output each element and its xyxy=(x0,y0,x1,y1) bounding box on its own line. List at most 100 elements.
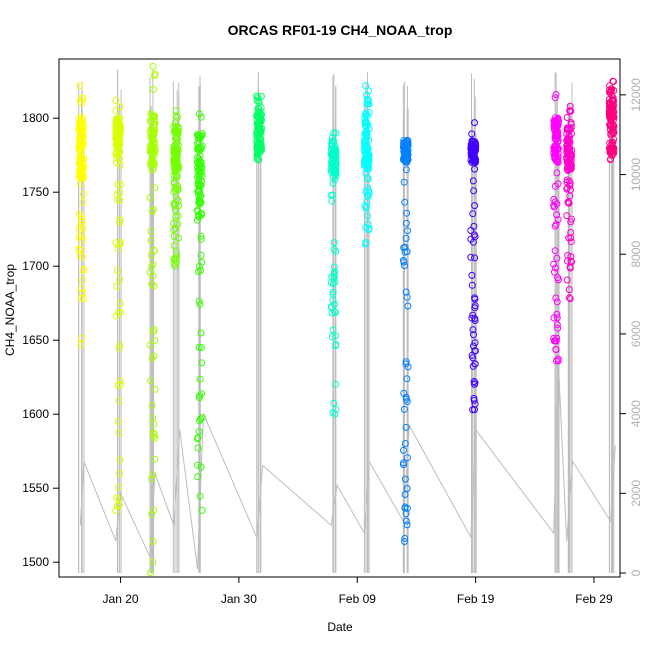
data-point xyxy=(197,329,205,337)
data-point xyxy=(149,62,157,70)
data-point xyxy=(198,172,206,180)
y-tick-label: 1500 xyxy=(22,555,49,569)
axes-layer: 1500 1550 1600 1650 1700 1750 1800 0 2000 4000 600… xyxy=(22,78,643,606)
data-point xyxy=(171,145,178,153)
data-point xyxy=(470,342,477,350)
data-point xyxy=(608,141,616,149)
data-point xyxy=(550,260,558,268)
data-point xyxy=(147,157,155,165)
data-point xyxy=(150,352,158,360)
data-point xyxy=(174,135,182,143)
data-point xyxy=(402,395,410,403)
data-point xyxy=(328,133,336,141)
data-point xyxy=(402,358,410,366)
data-point xyxy=(552,264,559,272)
data-point xyxy=(114,418,122,425)
data-point xyxy=(147,569,155,577)
data-point xyxy=(361,159,369,167)
data-point xyxy=(147,118,155,126)
data-point xyxy=(116,456,124,464)
data-point xyxy=(403,485,411,492)
data-point xyxy=(400,446,407,454)
data-point xyxy=(75,172,83,180)
data-point xyxy=(254,143,262,151)
data-point xyxy=(197,235,205,243)
data-point xyxy=(400,389,408,397)
data-point xyxy=(151,385,159,393)
data-point xyxy=(402,166,410,174)
data-point xyxy=(150,246,158,254)
data-point xyxy=(198,359,206,367)
data-point xyxy=(563,276,571,284)
data-point xyxy=(553,158,561,166)
data-point xyxy=(151,336,159,344)
data-point xyxy=(194,173,202,181)
data-point xyxy=(552,91,560,98)
data-point xyxy=(77,150,85,158)
data-point xyxy=(332,247,340,255)
data-point xyxy=(364,192,372,200)
data-point xyxy=(607,121,615,129)
data-point xyxy=(332,129,340,137)
data-point xyxy=(79,140,87,148)
data-point xyxy=(194,434,202,442)
data-point xyxy=(149,558,157,566)
data-point xyxy=(471,360,479,368)
plot-frame xyxy=(58,58,621,578)
data-point xyxy=(77,180,85,188)
data-point xyxy=(565,234,573,242)
data-point xyxy=(253,120,261,127)
data-point xyxy=(149,165,157,173)
data-point xyxy=(400,147,408,155)
data-point xyxy=(198,390,206,398)
data-point xyxy=(470,331,477,339)
y-tick-label: 1550 xyxy=(22,481,49,495)
data-point xyxy=(195,177,202,185)
data-point xyxy=(608,148,616,156)
data-point xyxy=(78,216,86,224)
y2-tick-label: 2000 xyxy=(629,480,643,507)
data-point xyxy=(365,226,373,234)
data-point xyxy=(115,133,123,141)
data-point xyxy=(113,267,121,275)
data-point xyxy=(147,377,154,385)
data-point xyxy=(196,492,204,500)
data-point xyxy=(112,107,120,115)
data-point xyxy=(113,150,120,158)
data-point xyxy=(197,113,205,121)
data-point xyxy=(76,246,84,254)
data-point xyxy=(196,192,204,200)
data-point xyxy=(608,92,616,99)
data-point xyxy=(401,504,409,512)
data-point xyxy=(564,167,572,174)
data-point xyxy=(78,94,86,102)
data-point xyxy=(79,224,87,232)
data-point xyxy=(79,267,87,275)
data-point xyxy=(116,299,124,307)
data-point xyxy=(148,148,155,156)
data-point xyxy=(469,177,477,185)
data-point xyxy=(197,232,205,240)
data-point xyxy=(403,293,411,301)
data-point xyxy=(75,210,83,218)
data-point xyxy=(469,362,477,370)
data-point xyxy=(194,144,202,152)
data-point xyxy=(553,169,561,177)
data-point xyxy=(195,110,203,118)
data-point xyxy=(329,326,337,334)
data-point xyxy=(567,161,575,169)
data-point xyxy=(364,212,371,220)
data-point xyxy=(554,180,562,188)
data-point xyxy=(149,260,157,268)
data-point xyxy=(116,103,124,111)
data-point xyxy=(172,123,180,130)
data-point xyxy=(194,461,201,469)
data-point xyxy=(170,260,178,268)
data-point xyxy=(470,231,478,239)
data-point xyxy=(399,256,407,264)
y-axis-label: CH4_NOAA_trop xyxy=(3,264,17,356)
data-point xyxy=(469,210,477,218)
data-point xyxy=(568,130,575,138)
data-point xyxy=(79,158,87,166)
data-point xyxy=(552,345,560,353)
